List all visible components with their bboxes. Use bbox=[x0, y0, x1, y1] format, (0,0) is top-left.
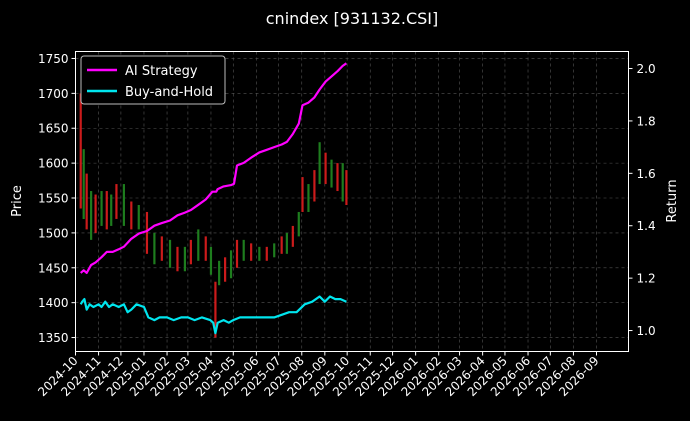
legend-label-bh: Buy-and-Hold bbox=[125, 85, 213, 100]
y-right-tick-label: 1.2 bbox=[637, 272, 656, 286]
strategy-lines bbox=[79, 62, 348, 335]
y-right-tick-label: 1.8 bbox=[637, 114, 656, 128]
legend: AI Strategy Buy-and-Hold bbox=[80, 55, 226, 105]
y-left-tick-label: 1750 bbox=[38, 52, 69, 66]
right-axis-ticks: 1.0 1.2 1.4 1.6 1.8 2.0 bbox=[628, 62, 656, 338]
y-left-tick-label: 1650 bbox=[38, 122, 69, 136]
chart-title: cnindex [931132.CSI] bbox=[266, 9, 439, 28]
y-right-tick-label: 1.0 bbox=[637, 324, 656, 338]
y-left-tick-label: 1450 bbox=[38, 261, 69, 275]
y-left-tick-label: 1550 bbox=[38, 192, 69, 206]
price-candles bbox=[79, 93, 348, 338]
y-left-tick-label: 1500 bbox=[38, 226, 69, 240]
plot-frame bbox=[75, 51, 629, 352]
y-right-tick-label: 1.4 bbox=[637, 219, 656, 233]
y-right-tick-label: 1.6 bbox=[637, 167, 656, 181]
y-axis-label-left: Price bbox=[10, 185, 25, 217]
y-left-tick-label: 1700 bbox=[38, 87, 69, 101]
y-left-tick-label: 1400 bbox=[38, 296, 69, 310]
left-axis-ticks: 1350 1400 1450 1500 1550 1600 1650 1700 1750 bbox=[38, 52, 76, 345]
legend-label-ai: AI Strategy bbox=[125, 64, 198, 79]
buy-and-hold-line bbox=[79, 295, 347, 335]
y-right-tick-label: 2.0 bbox=[637, 62, 656, 76]
y-left-tick-label: 1350 bbox=[38, 331, 69, 345]
y-left-tick-label: 1600 bbox=[38, 157, 69, 171]
ai-strategy-line bbox=[79, 62, 348, 274]
y-axis-label-right: Return bbox=[665, 179, 680, 222]
